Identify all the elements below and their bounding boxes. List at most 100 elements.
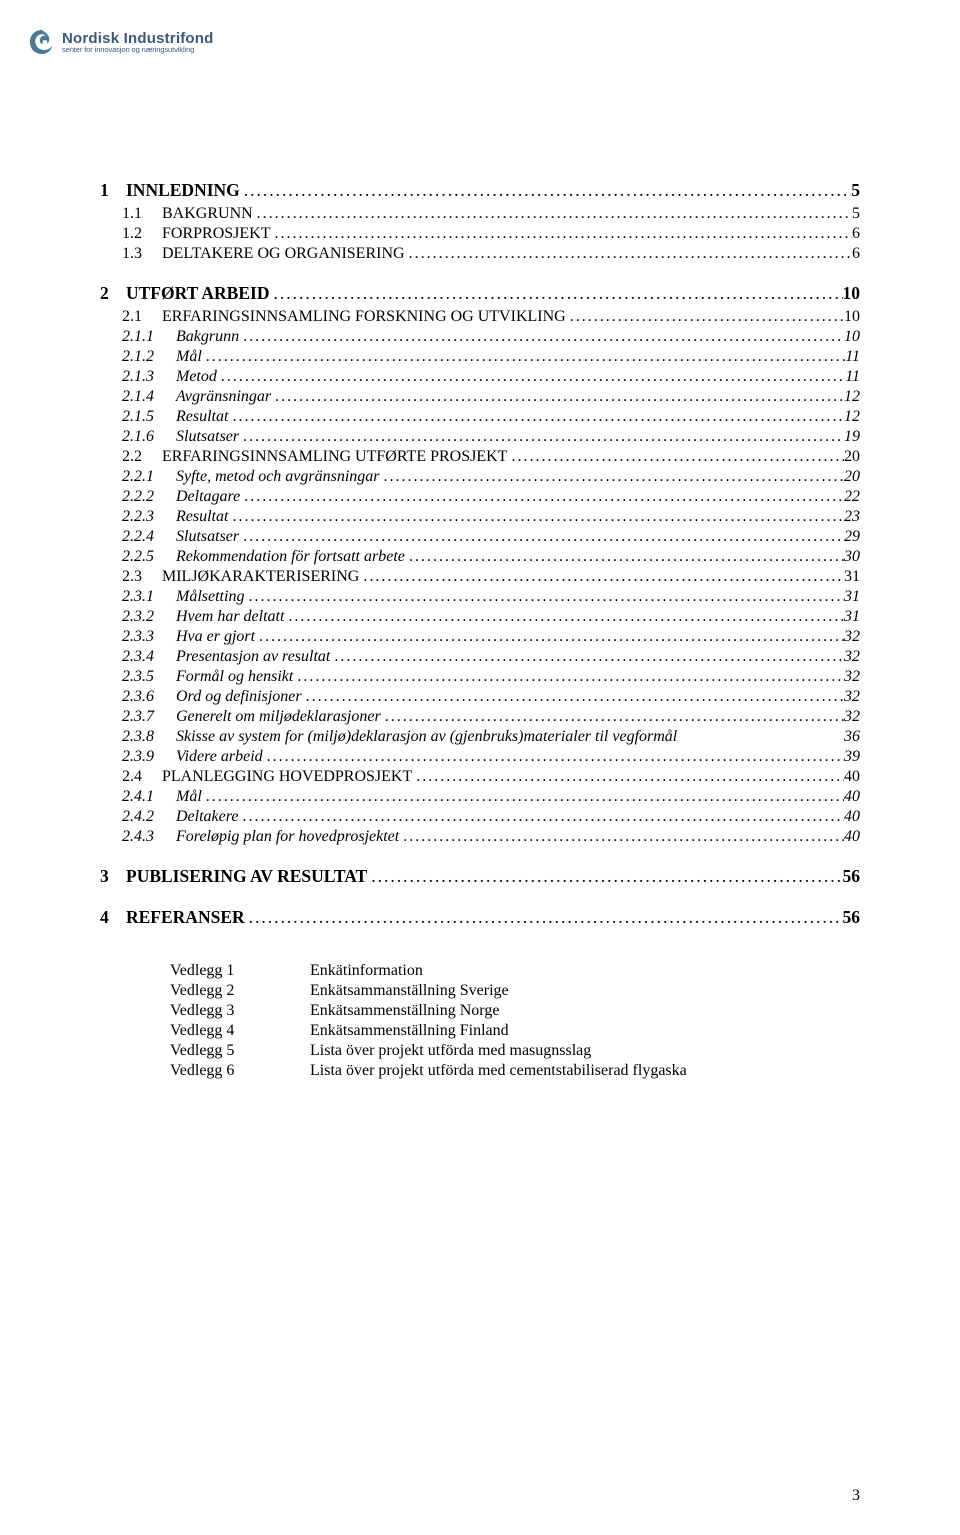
toc-leader bbox=[240, 180, 851, 201]
toc-title: Bakgrunn bbox=[176, 328, 239, 346]
toc-page: 22 bbox=[844, 488, 860, 506]
toc-title: Mål bbox=[176, 788, 202, 806]
toc-page: 10 bbox=[844, 328, 860, 346]
toc-title: Hva er gjort bbox=[176, 628, 255, 646]
toc-leader bbox=[293, 668, 844, 686]
toc-title: Rekommendation för fortsatt arbete bbox=[176, 548, 405, 566]
toc-number: 2.1.2 bbox=[100, 348, 176, 366]
toc-number: 2.1.6 bbox=[100, 428, 176, 446]
appendix-label: Vedlegg 2 bbox=[170, 982, 310, 1000]
toc-title: Deltakere bbox=[176, 808, 238, 826]
toc-entry: 2.2.2Deltagare22 bbox=[100, 488, 860, 506]
toc-leader bbox=[367, 866, 842, 887]
toc-leader bbox=[202, 788, 844, 806]
toc-title: ERFARINGSINNSAMLING UTFØRTE PROSJEKT bbox=[162, 448, 507, 466]
toc-page: 6 bbox=[852, 225, 860, 243]
toc-entry: 2UTFØRT ARBEID 10 bbox=[100, 283, 860, 304]
toc-leader bbox=[381, 708, 844, 726]
toc-entry: 2.2ERFARINGSINNSAMLING UTFØRTE PROSJEKT2… bbox=[100, 448, 860, 466]
toc-title: ERFARINGSINNSAMLING FORSKNING OG UTVIKLI… bbox=[162, 308, 566, 326]
toc-number: 2.3.8 bbox=[100, 728, 176, 746]
toc-title: Resultat bbox=[176, 408, 228, 426]
toc-leader bbox=[270, 225, 852, 243]
appendix-label: Vedlegg 3 bbox=[170, 1002, 310, 1020]
appendix-row: Vedlegg 4Enkätsammenställning Finland bbox=[170, 1022, 860, 1040]
toc-entry: 1.2FORPROSJEKT6 bbox=[100, 225, 860, 243]
toc-leader bbox=[263, 748, 844, 766]
toc-number: 2.4 bbox=[100, 768, 162, 786]
toc-leader bbox=[239, 328, 844, 346]
toc-title: DELTAKERE OG ORGANISERING bbox=[162, 245, 405, 263]
toc-leader bbox=[399, 828, 844, 846]
toc-number: 2.1.3 bbox=[100, 368, 176, 386]
appendix-row: Vedlegg 5Lista över projekt utförda med … bbox=[170, 1042, 860, 1060]
toc-number: 2.3.2 bbox=[100, 608, 176, 626]
toc-leader bbox=[405, 245, 852, 263]
toc-leader bbox=[302, 688, 844, 706]
toc-entry: 1.3DELTAKERE OG ORGANISERING6 bbox=[100, 245, 860, 263]
appendix-text: Enkätsammanställning Sverige bbox=[310, 982, 509, 1000]
table-of-contents: 1INNLEDNING51.1BAKGRUNN51.2FORPROSJEKT61… bbox=[100, 180, 860, 928]
toc-number: 2.2.2 bbox=[100, 488, 176, 506]
appendix-row: Vedlegg 6Lista över projekt utförda med … bbox=[170, 1062, 860, 1080]
toc-title: Videre arbeid bbox=[176, 748, 263, 766]
toc-entry: 2.3.9Videre arbeid39 bbox=[100, 748, 860, 766]
toc-title: Resultat bbox=[176, 508, 228, 526]
toc-entry: 2.2.4Slutsatser29 bbox=[100, 528, 860, 546]
toc-entry: 2.2.5Rekommendation för fortsatt arbete3… bbox=[100, 548, 860, 566]
toc-page: 56 bbox=[843, 866, 861, 887]
toc-entry: 2.1ERFARINGSINNSAMLING FORSKNING OG UTVI… bbox=[100, 308, 860, 326]
toc-entry: 1INNLEDNING5 bbox=[100, 180, 860, 201]
toc-entry: 2.2.1Syfte, metod och avgränsningar20 bbox=[100, 468, 860, 486]
toc-entry: 2.4.2Deltakere40 bbox=[100, 808, 860, 826]
appendix-label: Vedlegg 6 bbox=[170, 1062, 310, 1080]
toc-page: 10 bbox=[843, 283, 861, 304]
toc-leader bbox=[566, 308, 844, 326]
appendix-label: Vedlegg 5 bbox=[170, 1042, 310, 1060]
toc-number: 2.1 bbox=[100, 308, 162, 326]
toc-entry: 2.1.4Avgränsningar12 bbox=[100, 388, 860, 406]
toc-leader bbox=[245, 907, 843, 928]
toc-number: 2.3.9 bbox=[100, 748, 176, 766]
toc-page: 40 bbox=[844, 788, 860, 806]
toc-leader bbox=[244, 588, 844, 606]
logo-swirl-icon bbox=[28, 28, 56, 56]
appendix-list: Vedlegg 1EnkätinformationVedlegg 2Enkäts… bbox=[100, 962, 860, 1080]
toc-number: 2.4.3 bbox=[100, 828, 176, 846]
toc-page: 32 bbox=[844, 688, 860, 706]
toc-entry: 2.3.8Skisse av system for (miljø)deklara… bbox=[100, 728, 860, 746]
toc-page: 36 bbox=[844, 728, 860, 746]
toc-title: Avgränsningar bbox=[176, 388, 271, 406]
toc-title: UTFØRT ARBEID bbox=[126, 283, 269, 304]
toc-entry: 2.3.7Generelt om miljødeklarasjoner32 bbox=[100, 708, 860, 726]
toc-entry: 2.3.4Presentasjon av resultat32 bbox=[100, 648, 860, 666]
toc-page: 31 bbox=[844, 608, 860, 626]
toc-title: Generelt om miljødeklarasjoner bbox=[176, 708, 381, 726]
toc-title: INNLEDNING bbox=[126, 180, 240, 201]
toc-page: 11 bbox=[845, 368, 860, 386]
toc-page: 40 bbox=[844, 828, 860, 846]
toc-leader bbox=[239, 428, 844, 446]
toc-page: 5 bbox=[851, 180, 860, 201]
toc-entry: 2.1.3Metod11 bbox=[100, 368, 860, 386]
toc-number: 2.3.4 bbox=[100, 648, 176, 666]
toc-page: 31 bbox=[844, 568, 860, 586]
appendix-text: Enkätsammenställning Norge bbox=[310, 1002, 499, 1020]
appendix-row: Vedlegg 2Enkätsammanställning Sverige bbox=[170, 982, 860, 1000]
toc-leader bbox=[217, 368, 845, 386]
toc-number: 2 bbox=[100, 283, 126, 304]
toc-entry: 2.3.1Målsetting31 bbox=[100, 588, 860, 606]
appendix-text: Lista över projekt utförda med cementsta… bbox=[310, 1062, 687, 1080]
toc-entry: 2.4.3Foreløpig plan for hovedprosjektet4… bbox=[100, 828, 860, 846]
toc-page: 5 bbox=[852, 205, 860, 223]
toc-title: PLANLEGGING HOVEDPROSJEKT bbox=[162, 768, 412, 786]
toc-number: 2.2.3 bbox=[100, 508, 176, 526]
toc-page: 19 bbox=[844, 428, 860, 446]
toc-number: 3 bbox=[100, 866, 126, 887]
toc-number: 1.3 bbox=[100, 245, 162, 263]
toc-entry: 2.1.6Slutsatser19 bbox=[100, 428, 860, 446]
toc-leader bbox=[405, 548, 844, 566]
toc-entry: 1.1BAKGRUNN5 bbox=[100, 205, 860, 223]
appendix-text: Enkätsammenställning Finland bbox=[310, 1022, 509, 1040]
toc-number: 2.2 bbox=[100, 448, 162, 466]
